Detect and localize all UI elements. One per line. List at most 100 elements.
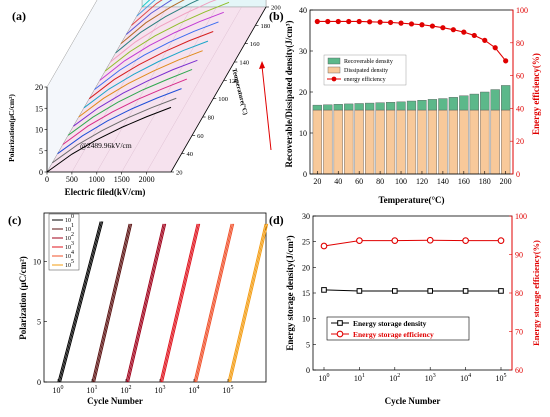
- cycle-loop-line-1e5: [227, 223, 266, 383]
- y-right-axis-title: Energy storage efficiency(%): [531, 240, 541, 346]
- y-tick-label: 0: [303, 170, 307, 179]
- series-line-140c: [110, 0, 217, 63]
- bar-recoverable-80: [375, 102, 385, 111]
- efficiency-point-80: [377, 19, 383, 25]
- x-tick-label: 101: [87, 385, 98, 395]
- bar-recoverable-70: [365, 102, 375, 111]
- panel-label: (b): [269, 9, 284, 23]
- y-tick-label: 0: [39, 168, 43, 177]
- panel-label: (d): [269, 213, 284, 227]
- cycle-loop-line-1e4: [196, 223, 235, 383]
- x-tick-label: 160: [458, 177, 470, 186]
- efficiency-point-50: [346, 18, 352, 25]
- efficiency-point-180: [482, 37, 488, 43]
- series-line-100c: [88, 31, 214, 100]
- cycle-loop-line-1e1: [91, 223, 130, 383]
- series-line-80c: [78, 50, 203, 118]
- efficiency-point-30: [325, 18, 331, 25]
- series-line-40c: [57, 88, 182, 155]
- bar-dissipated-190: [490, 109, 500, 175]
- y-right-tick-label: 80: [515, 289, 523, 298]
- y-tick-label: 20: [302, 263, 310, 272]
- y-right-tick-label: 100: [516, 6, 528, 15]
- temperature-arrow-head: [259, 61, 265, 69]
- cycle-loop-line-1e1: [92, 223, 131, 383]
- x-tick-label: 101: [354, 373, 365, 383]
- legend-label: 105: [65, 259, 74, 269]
- y-axis-title: Recoverable/Dissipated density(J/cm³): [284, 21, 294, 168]
- density-point-1e0: [321, 287, 327, 293]
- z-tick-label: 40: [187, 151, 194, 158]
- panel-d-energy-storage-cycles-chart: 0 5 10 15 20 25 30 60 70 80 90 100 100 101 102 103 104 10…: [269, 212, 541, 406]
- series-line-150c: [115, 0, 200, 54]
- legend-label: 104: [65, 250, 74, 260]
- bar-recoverable-100: [396, 101, 406, 111]
- efficiency-point-1e2: [391, 237, 399, 244]
- legend-label: 100: [65, 214, 74, 224]
- x-tick-label: 2000: [139, 175, 155, 184]
- legend-label: Energy storage density: [353, 319, 427, 328]
- bar-dissipated-60: [354, 109, 364, 175]
- legend-label: 103: [65, 241, 74, 251]
- z-tick-label: 100: [218, 96, 228, 103]
- y-tick-label: 10: [302, 315, 310, 324]
- x-tick-label: 0: [45, 175, 49, 184]
- density-point-1e2: [392, 288, 398, 294]
- series-line-180c: [131, 0, 163, 26]
- bar-recoverable-200: [501, 85, 511, 111]
- series-line-160c: [120, 0, 185, 45]
- efficiency-point-20: [314, 18, 320, 25]
- x-tick-label: 103: [155, 385, 166, 395]
- x-tick-label: 100: [319, 373, 330, 383]
- y-tick-label: 25: [302, 238, 310, 247]
- z-axis-title: Temperature(°C): [230, 68, 248, 116]
- y-tick-label: 10: [299, 129, 307, 138]
- y-tick-label: 30: [302, 212, 310, 221]
- x-axis-title: Electric filed(kV/cm): [65, 187, 146, 197]
- legend-label: energy efficiency: [344, 76, 386, 83]
- bar-dissipated-150: [448, 109, 458, 175]
- bar-recoverable-130: [427, 99, 438, 111]
- efficiency-point-160: [461, 29, 467, 35]
- cycle-loop-line-1e1: [94, 223, 133, 383]
- floor-grid-line: [146, 6, 242, 173]
- efficiency-point-1e1: [356, 237, 363, 244]
- efficiency-point-170: [471, 32, 477, 39]
- z-tick-label: 20: [176, 170, 183, 177]
- x-tick-label: 20: [313, 177, 321, 186]
- y-right-tick-label: 90: [515, 251, 523, 260]
- series-line-70c: [73, 59, 198, 127]
- y-axis-title: Energy storage density(J/cm³): [285, 235, 295, 350]
- efficiency-point-1e5: [497, 237, 505, 244]
- x-axis-title: Cycle Number: [87, 396, 143, 406]
- bar-recoverable-50: [344, 103, 354, 111]
- x-tick-label: 40: [334, 177, 342, 186]
- y-tick-label: 10: [33, 257, 41, 266]
- cycle-loop-line-1e2: [125, 223, 164, 383]
- y-axis-title: Polarization(μC/cm²): [7, 94, 16, 162]
- bar-recoverable-140: [438, 98, 448, 111]
- density-point-1e3: [427, 288, 433, 294]
- density-point-1e4: [462, 288, 469, 294]
- legend-box: [48, 213, 80, 271]
- x-tick-label: 105: [223, 385, 234, 395]
- panel-a-3d-polarization-chart: 0 500 1000 1500 2000 0 5 10 15 20 20 40 60 80 100 120 14…: [7, 0, 281, 197]
- y-right-tick-label: 20: [516, 137, 524, 146]
- x-tick-label: 500: [66, 175, 78, 184]
- y-tick-label: 30: [299, 47, 307, 56]
- efficiency-point-130: [429, 23, 436, 29]
- cycle-loop-line-1e5: [228, 223, 267, 383]
- bar-dissipated-90: [385, 109, 396, 175]
- legend-swatch-marker: [337, 320, 343, 326]
- x-tick-label: 103: [425, 373, 436, 383]
- floor-grid-line: [121, 6, 217, 173]
- efficiency-point-70: [367, 19, 373, 25]
- annotation-field: @2489.96kV/cm: [80, 141, 132, 150]
- legend-swatch-marker: [331, 76, 337, 82]
- bar-dissipated-70: [365, 109, 375, 175]
- series-line-60c: [67, 68, 193, 136]
- plot-frame: [312, 215, 513, 371]
- series-line-170c: [125, 0, 173, 35]
- efficiency-point-1e3: [426, 236, 434, 244]
